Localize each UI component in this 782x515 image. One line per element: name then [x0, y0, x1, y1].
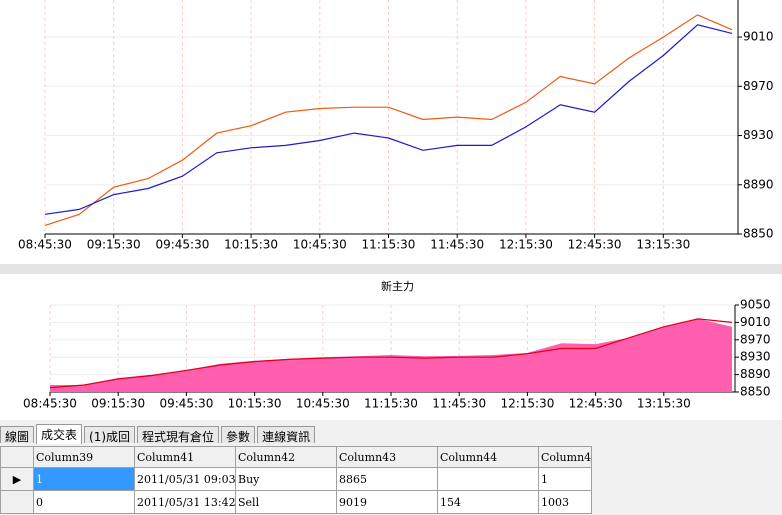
x-tick-label: 08:45:30: [23, 397, 77, 411]
tab[interactable]: 成交表: [36, 424, 83, 444]
x-tick-label: 13:15:30: [637, 397, 691, 411]
line: [44, 24, 733, 215]
tab[interactable]: 參數: [221, 426, 256, 444]
y-tick-label: 8890: [740, 367, 771, 381]
cell: 1003: [538, 490, 592, 514]
column-header: Column43: [336, 446, 438, 468]
y-tick-label: 9010: [740, 315, 771, 329]
cell: 1: [33, 467, 135, 491]
cell: Buy: [235, 467, 337, 491]
splitter: [0, 264, 782, 274]
x-tick-label: 11:45:30: [430, 238, 484, 252]
x-tick-label: 09:45:30: [159, 397, 213, 411]
line: [49, 318, 733, 389]
top-panel: [0, 0, 782, 264]
y-tick-label: 8930: [743, 128, 774, 142]
y-tick-label: 8850: [740, 385, 771, 399]
line: [44, 14, 733, 226]
column-header: Column42: [235, 446, 337, 468]
header-row: Column39 Column41 Column42 Column43 Column44…: [0, 446, 592, 468]
x-tick-label: 11:45:30: [432, 397, 486, 411]
cell: Sell: [235, 490, 337, 514]
row-header: ▶: [0, 467, 34, 491]
x-tick-label: 11:15:30: [362, 238, 416, 252]
tab[interactable]: 線圖: [0, 426, 35, 444]
x-tick-label: 12:15:30: [499, 238, 553, 252]
x-tick-label: 12:45:30: [568, 238, 622, 252]
column-header: Column4: [538, 446, 592, 468]
y-tick-label: 9050: [740, 298, 771, 312]
charts: 8850 8890 8930 8970 9010 08:45:30 09:15:30 09:4…: [0, 0, 782, 420]
x-tick-label: 10:15:30: [224, 238, 278, 252]
x-tick-label: 13:15:30: [636, 238, 690, 252]
y-tick-label: 8970: [743, 79, 774, 93]
column-header: Column41: [134, 446, 236, 468]
cell: 154: [437, 490, 539, 514]
table-row: 0 2011/05/31 13:42... Sell 9019 154 1003: [0, 490, 592, 514]
data-grid: Column39 Column41 Column42 Column43 Column44…: [0, 446, 592, 514]
x-tick-label: 11:15:30: [364, 397, 418, 411]
y-tick-label: 8890: [743, 177, 774, 191]
table-row: ▶ 1 2011/05/31 09:03... Buy 8865 1: [0, 467, 592, 491]
tab[interactable]: 連線資訊: [257, 426, 316, 444]
x-tick-label: 08:45:30: [18, 238, 72, 252]
x-tick-label: 12:45:30: [569, 397, 623, 411]
chart-title: 新主力: [381, 279, 414, 293]
x-tick-label: 10:45:30: [296, 397, 350, 411]
tab-strip: 線圖 成交表 (1)成回 程式現有倉位 參數 連線資訊: [0, 424, 317, 445]
cell: 0: [33, 490, 135, 514]
tab[interactable]: (1)成回: [84, 426, 136, 444]
cell: 2011/05/31 13:42...: [134, 490, 236, 514]
cell: [437, 467, 539, 491]
column-header: Column39: [33, 446, 135, 468]
cell: 1: [538, 467, 592, 491]
y-tick-label: 8850: [743, 227, 774, 241]
x-tick-label: 12:15:30: [500, 397, 554, 411]
x-tick-label: 09:45:30: [155, 238, 209, 252]
x-tick-label: 10:45:30: [293, 238, 347, 252]
cell: 9019: [336, 490, 438, 514]
column-header: Column44: [437, 446, 539, 468]
row-header: [0, 490, 34, 514]
x-tick-label: 09:15:30: [91, 397, 145, 411]
tab[interactable]: 程式現有倉位: [137, 426, 220, 444]
area: [50, 318, 732, 392]
x-tick-label: 10:15:30: [228, 397, 282, 411]
cell: 8865: [336, 467, 438, 491]
y-tick-label: 8970: [740, 332, 771, 346]
x-tick-label: 09:15:30: [87, 238, 141, 252]
cell: 2011/05/31 09:03...: [134, 467, 236, 491]
y-tick-label: 8930: [740, 350, 771, 364]
y-tick-label: 9010: [743, 30, 774, 44]
row-header: [0, 446, 34, 468]
